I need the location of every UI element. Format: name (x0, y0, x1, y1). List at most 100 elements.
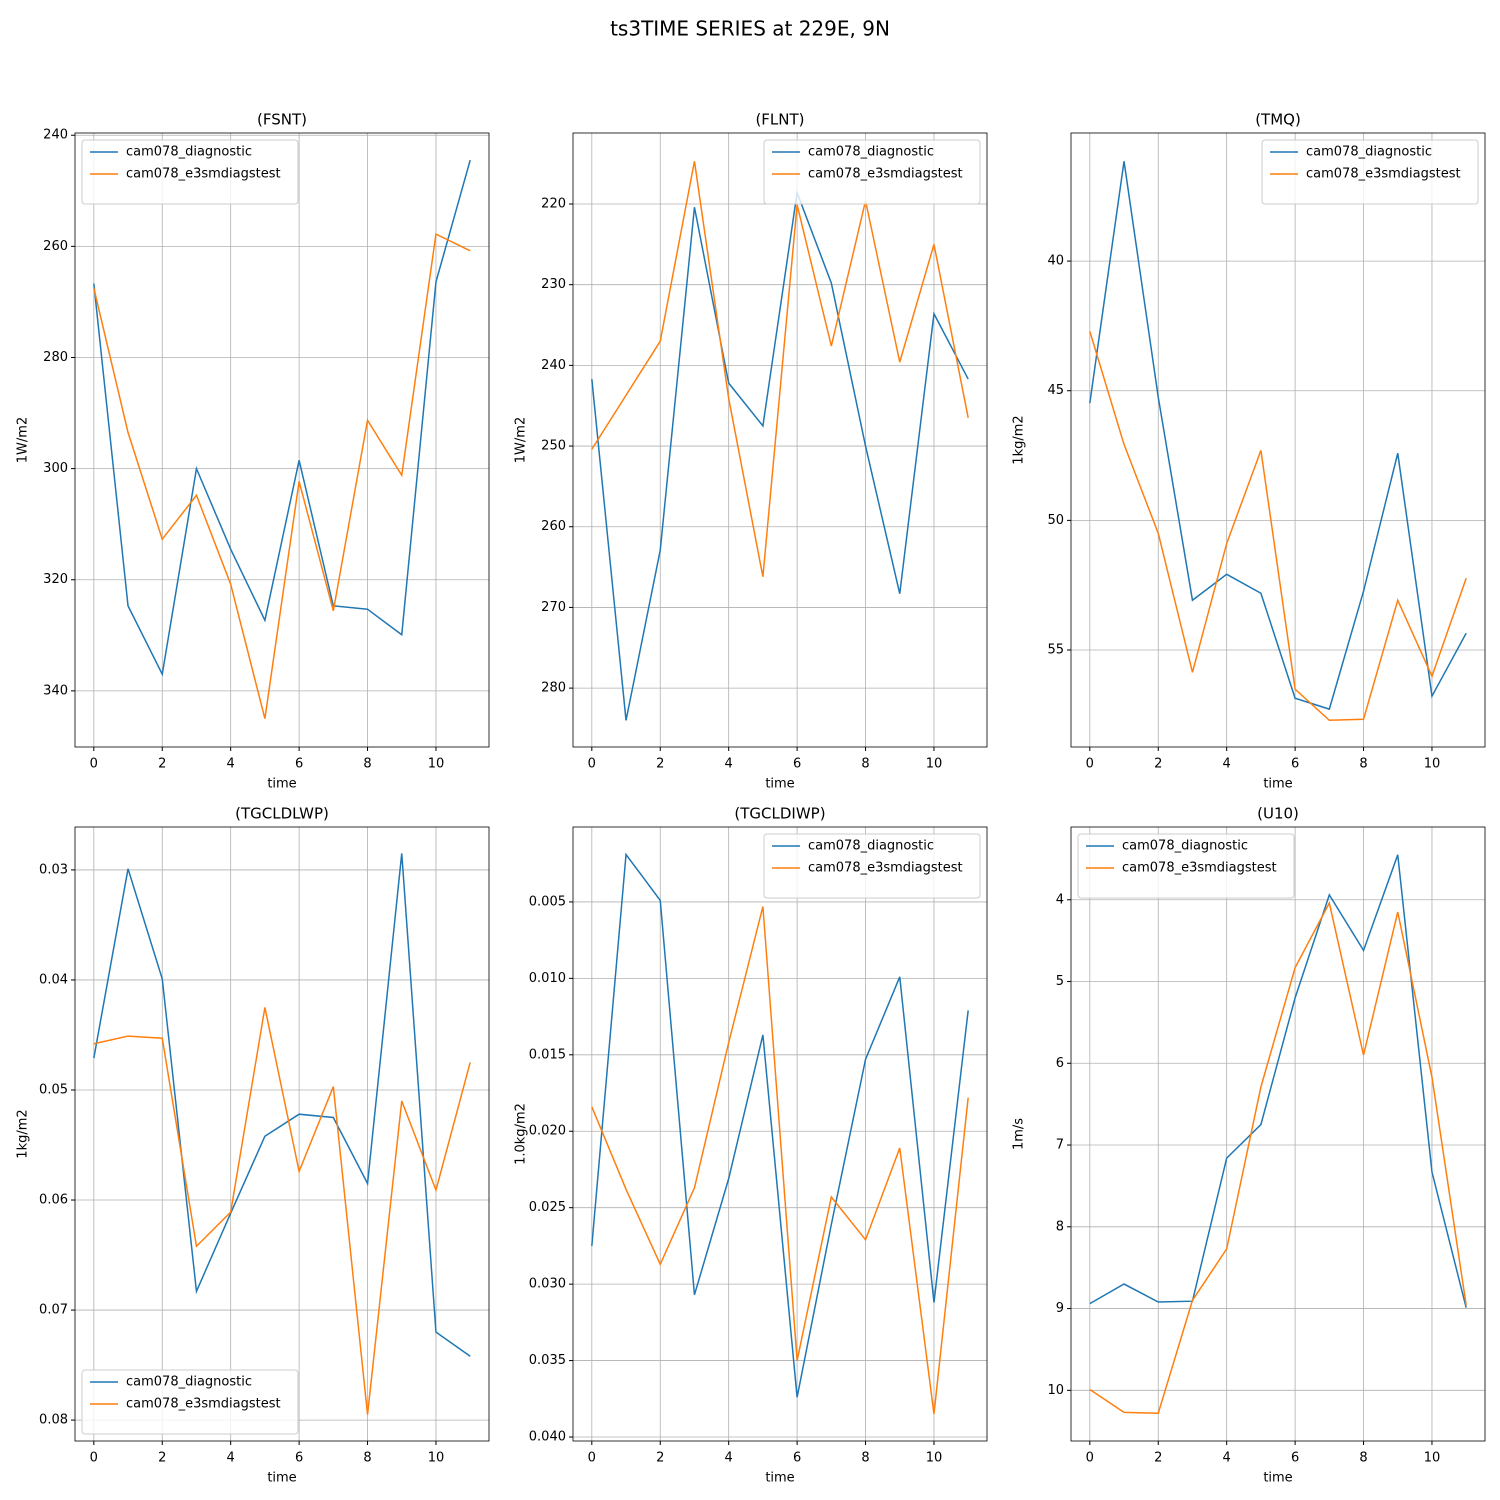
x-tick-label: 0 (1086, 1451, 1094, 1466)
legend-label: cam078_e3smdiagstest (1306, 167, 1461, 182)
x-tick-label: 0 (588, 757, 596, 772)
subplot-title: (FLNT) (755, 111, 804, 129)
y-tick-label: 0.07 (39, 1303, 68, 1318)
x-tick-label: 6 (1291, 1451, 1299, 1466)
legend-label: cam078_e3smdiagstest (1122, 861, 1277, 876)
y-tick-label: 5 (1056, 974, 1064, 989)
y-tick-label: 40 (1047, 254, 1064, 269)
subplot-title: (FSNT) (257, 111, 307, 129)
series-line (93, 160, 471, 677)
x-axis-label: time (765, 1471, 794, 1486)
x-tick-label: 2 (158, 1451, 166, 1466)
x-tick-label: 4 (725, 757, 733, 772)
series-line (1089, 331, 1467, 722)
y-tick-label: 280 (43, 350, 68, 365)
y-tick-label: 0.05 (39, 1082, 68, 1097)
y-tick-label: 4 (1056, 892, 1064, 907)
series-line (93, 1007, 471, 1415)
legend-label: cam078_e3smdiagstest (808, 167, 963, 182)
subplot-title: (TGCLDLWP) (235, 805, 329, 823)
y-tick-label: 280 (541, 681, 566, 696)
x-axis-label: time (267, 1471, 296, 1486)
y-tick-label: 0.015 (529, 1047, 566, 1062)
plot-frame (1070, 132, 1486, 748)
y-tick-label: 0.040 (529, 1430, 566, 1445)
legend: cam078_diagnostic cam078_e3smdiagstest (81, 139, 299, 205)
legend: cam078_diagnostic cam078_e3smdiagstest (1077, 833, 1295, 899)
plot-frame (1070, 826, 1486, 1442)
y-tick-label: 220 (541, 197, 566, 212)
x-axis-label: time (1263, 1471, 1292, 1486)
y-tick-label: 0.03 (39, 862, 68, 877)
x-tick-label: 6 (295, 757, 303, 772)
legend-label: cam078_diagnostic (126, 145, 252, 160)
y-tick-label: 260 (541, 519, 566, 534)
legend-label: cam078_e3smdiagstest (126, 1397, 281, 1412)
legend: cam078_diagnostic cam078_e3smdiagstest (763, 139, 981, 205)
y-tick-label: 50 (1047, 513, 1064, 528)
x-tick-label: 4 (227, 757, 235, 772)
subplot: (TMQ) 0 2 4 6 8 10 40 45 50 55 time 1kg/m2 cam078_dia… (1012, 111, 1486, 792)
legend-box (81, 1369, 299, 1435)
y-tick-label: 9 (1056, 1301, 1064, 1316)
series-line (1089, 161, 1467, 711)
x-tick-label: 4 (227, 1451, 235, 1466)
y-axis-label: 1W/m2 (514, 417, 529, 463)
subplot: (U10) 0 2 4 6 8 10 4 5 6 7 8 9 10 time 1m/s cam078_diagn… (1012, 805, 1486, 1486)
x-tick-label: 6 (295, 1451, 303, 1466)
x-axis-label: time (267, 777, 296, 792)
y-tick-label: 7 (1056, 1138, 1064, 1153)
x-tick-label: 2 (1154, 1451, 1162, 1466)
x-tick-label: 0 (90, 1451, 98, 1466)
subplot: (TGCLDLWP) 0 2 4 6 8 10 0.03 0.04 0.05 0.06 0.07 0.0… (16, 805, 490, 1486)
x-tick-label: 4 (1223, 1451, 1231, 1466)
x-axis-label: time (1263, 777, 1292, 792)
y-tick-label: 0.08 (39, 1413, 68, 1428)
y-tick-label: 0.010 (529, 971, 566, 986)
x-tick-label: 2 (1154, 757, 1162, 772)
series-line (591, 906, 969, 1415)
y-tick-label: 45 (1047, 383, 1064, 398)
x-tick-label: 4 (1223, 757, 1231, 772)
x-tick-label: 0 (1086, 757, 1094, 772)
subplot-title: (TMQ) (1255, 111, 1301, 129)
x-tick-label: 2 (158, 757, 166, 772)
y-tick-label: 55 (1047, 643, 1064, 658)
x-tick-label: 4 (725, 1451, 733, 1466)
y-tick-label: 340 (43, 683, 68, 698)
y-axis-label: 1W/m2 (16, 417, 31, 463)
y-axis-label: 1kg/m2 (1012, 415, 1027, 464)
legend-label: cam078_diagnostic (1122, 839, 1248, 854)
legend-label: cam078_diagnostic (126, 1375, 252, 1390)
y-tick-label: 0.04 (39, 972, 68, 987)
x-tick-label: 10 (926, 757, 943, 772)
plot-frame (572, 132, 988, 748)
x-tick-label: 0 (90, 757, 98, 772)
y-tick-label: 0.06 (39, 1193, 68, 1208)
x-tick-label: 8 (861, 1451, 869, 1466)
x-axis-label: time (765, 777, 794, 792)
x-tick-label: 8 (363, 757, 371, 772)
plot-frame (74, 132, 490, 748)
y-axis-label: 1.0kg/m2 (514, 1103, 529, 1165)
x-tick-label: 6 (793, 1451, 801, 1466)
x-tick-label: 2 (656, 757, 664, 772)
x-tick-label: 6 (1291, 757, 1299, 772)
legend: cam078_diagnostic cam078_e3smdiagstest (763, 833, 981, 899)
legend-box (81, 139, 299, 205)
plot-frame (572, 826, 988, 1442)
y-axis-label: 1kg/m2 (16, 1109, 31, 1158)
x-tick-label: 8 (861, 757, 869, 772)
x-tick-label: 6 (793, 757, 801, 772)
y-tick-label: 0.035 (529, 1353, 566, 1368)
legend-label: cam078_e3smdiagstest (126, 167, 281, 182)
x-tick-label: 8 (363, 1451, 371, 1466)
subplot-title: (TGCLDIWP) (734, 805, 825, 823)
legend-box (763, 833, 981, 899)
y-tick-label: 300 (43, 461, 68, 476)
y-tick-label: 0.020 (529, 1124, 566, 1139)
legend-label: cam078_diagnostic (1306, 145, 1432, 160)
legend-box (1261, 139, 1479, 205)
